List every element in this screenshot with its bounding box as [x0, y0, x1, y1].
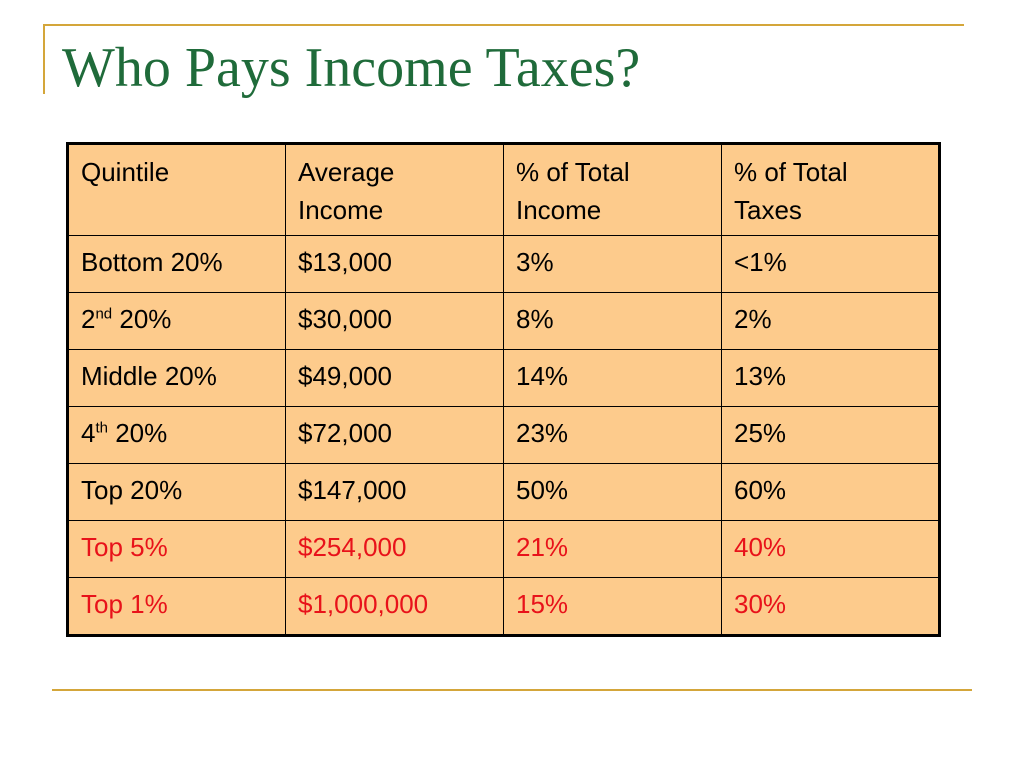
frame-bottom-rule [52, 689, 972, 691]
quintile-text: Top 20% [81, 475, 183, 506]
cell-quintile: Bottom 20% [67, 235, 286, 294]
cell-pct-total-income: 14% [503, 349, 722, 408]
cell-pct-total-taxes: <1% [721, 235, 940, 294]
quintile-text: Middle 20% [81, 361, 217, 392]
quintile-superscript: nd [95, 305, 113, 323]
table-row: 2nd 20% $30,000 8% 2% [67, 292, 940, 351]
cell-quintile: Top 1% [67, 577, 286, 637]
header-text: % of Total [516, 157, 630, 187]
cell-pct-total-taxes: 60% [721, 463, 940, 522]
frame-left-rule [43, 24, 45, 94]
cell-average-income: $254,000 [285, 520, 504, 579]
cell-average-income: $30,000 [285, 292, 504, 351]
cell-average-income: $147,000 [285, 463, 504, 522]
header-cell-pct-total-taxes: % of Total Taxes [721, 142, 940, 237]
cell-average-income: $72,000 [285, 406, 504, 465]
header-text: Income [516, 194, 602, 225]
cell-pct-total-income: 8% [503, 292, 722, 351]
cell-pct-total-taxes: 25% [721, 406, 940, 465]
cell-pct-total-taxes: 13% [721, 349, 940, 408]
header-text: % of Total [734, 157, 848, 187]
table-row: Top 20% $147,000 50% 60% [67, 463, 940, 522]
table-row: 4th 20% $72,000 23% 25% [67, 406, 940, 465]
quintile-text: Top 5% [81, 532, 168, 563]
cell-quintile: Top 20% [67, 463, 286, 522]
quintile-text: Bottom 20% [81, 247, 223, 278]
header-text: Taxes [734, 194, 802, 225]
slide-title: Who Pays Income Taxes? [62, 37, 641, 99]
cell-average-income: $13,000 [285, 235, 504, 294]
cell-pct-total-taxes: 30% [721, 577, 940, 637]
quintile-suffix: 20% [112, 304, 172, 335]
cell-pct-total-income: 23% [503, 406, 722, 465]
cell-quintile: 2nd 20% [67, 292, 286, 351]
cell-pct-total-taxes: 40% [721, 520, 940, 579]
header-cell-quintile: Quintile [67, 142, 286, 237]
cell-pct-total-income: 21% [503, 520, 722, 579]
cell-pct-total-income: 3% [503, 235, 722, 294]
cell-quintile: Top 5% [67, 520, 286, 579]
table-header-row: Quintile Average Income % of Total Incom… [67, 142, 940, 237]
header-text: Income [298, 194, 384, 225]
cell-pct-total-income: 50% [503, 463, 722, 522]
table-row: Top 5% $254,000 21% 40% [67, 520, 940, 579]
frame-top-rule [43, 24, 964, 26]
cell-quintile: 4th 20% [67, 406, 286, 465]
header-cell-average-income: Average Income [285, 142, 504, 237]
cell-pct-total-taxes: 2% [721, 292, 940, 351]
quintile-text: 2 [81, 304, 96, 335]
header-text: Quintile [81, 157, 170, 187]
quintile-text: 4 [81, 418, 96, 449]
header-text: Average [298, 157, 395, 187]
table-row: Bottom 20% $13,000 3% <1% [67, 235, 940, 294]
cell-pct-total-income: 15% [503, 577, 722, 637]
quintile-superscript: th [95, 419, 108, 437]
quintile-suffix: 20% [107, 418, 168, 449]
table-row: Top 1% $1,000,000 15% 30% [67, 577, 940, 637]
cell-quintile: Middle 20% [67, 349, 286, 408]
table-row: Middle 20% $49,000 14% 13% [67, 349, 940, 408]
cell-average-income: $49,000 [285, 349, 504, 408]
header-cell-pct-total-income: % of Total Income [503, 142, 722, 237]
income-tax-table: Quintile Average Income % of Total Incom… [66, 142, 941, 638]
cell-average-income: $1,000,000 [285, 577, 504, 637]
quintile-text: Top 1% [81, 589, 168, 620]
